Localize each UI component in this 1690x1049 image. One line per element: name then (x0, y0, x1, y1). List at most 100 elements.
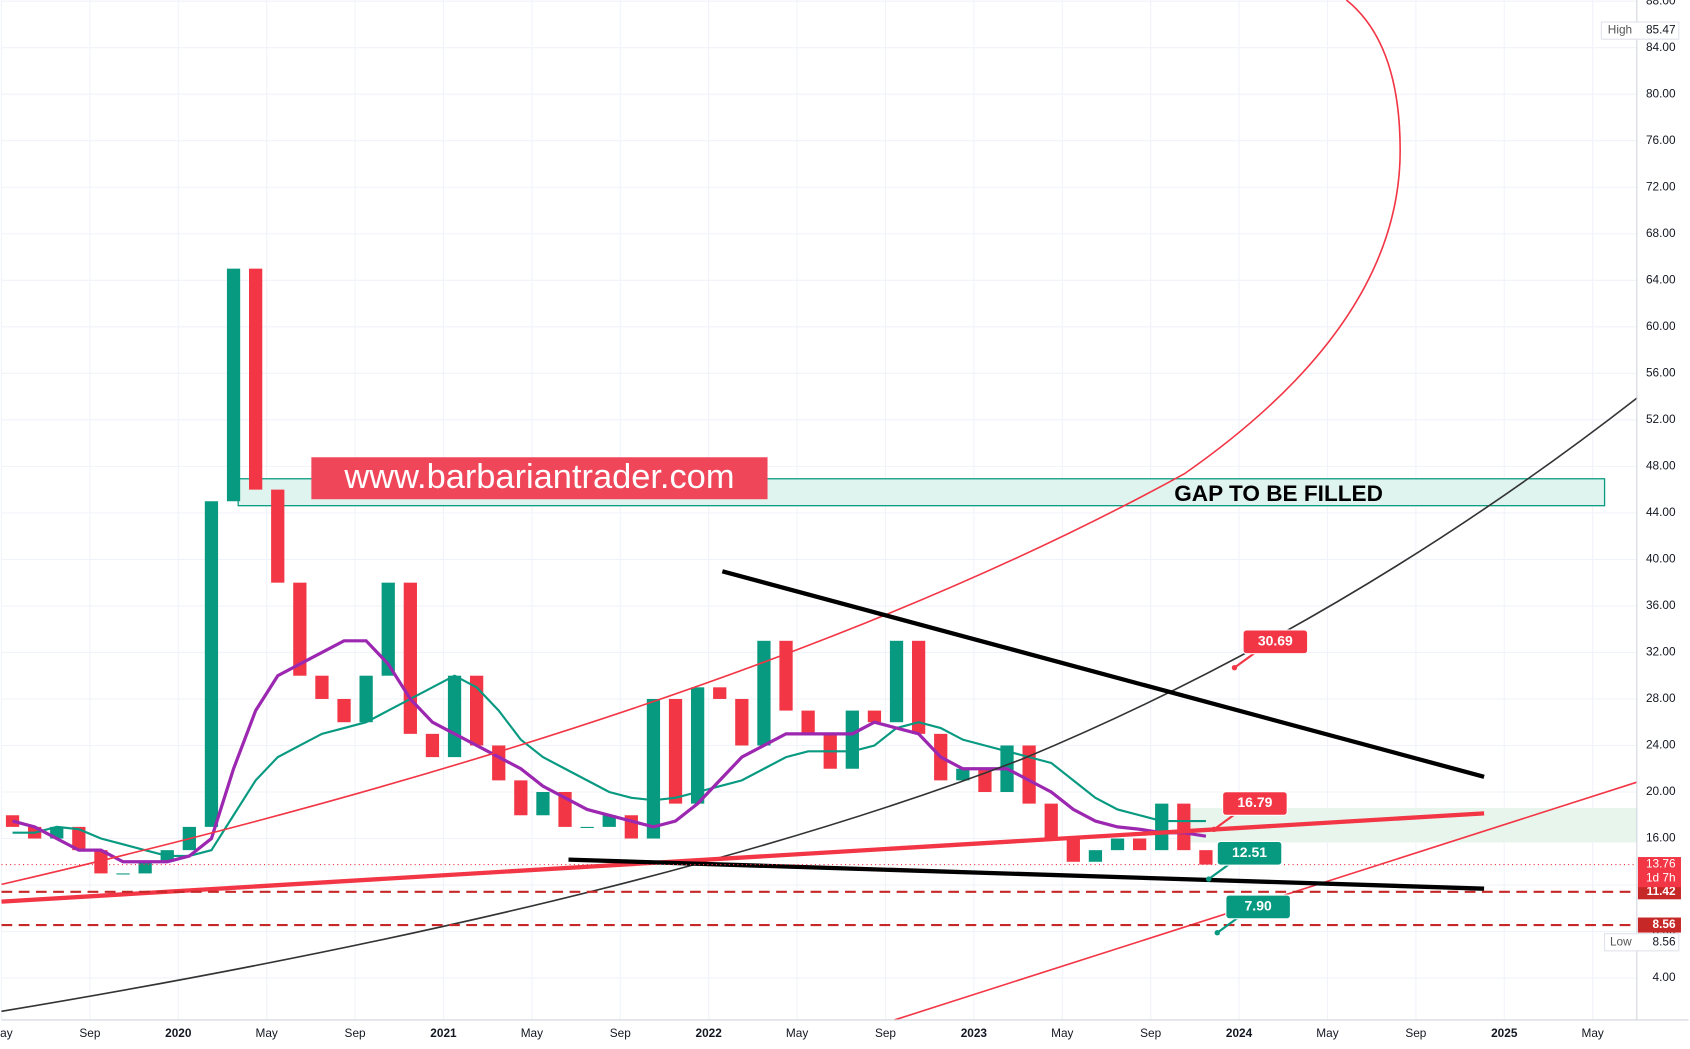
y-tick-label: 52.00 (1646, 412, 1676, 426)
candle-body (580, 826, 594, 828)
candle-body (1199, 850, 1213, 865)
candle-body (50, 826, 64, 839)
candle-body (602, 815, 616, 827)
y-tick-label: 80.00 (1646, 86, 1676, 100)
candle-body (226, 268, 241, 502)
level-tag-label: 8.56 (1653, 917, 1676, 931)
y-tick-label: 72.00 (1646, 179, 1676, 193)
callout-anchor (1205, 876, 1212, 882)
ma-slow (12, 674, 1206, 858)
x-tick-label: 2025 (1491, 1026, 1518, 1040)
x-tick-label: 2024 (1226, 1026, 1253, 1040)
y-tick-label: 20.00 (1646, 784, 1676, 798)
candle-body (94, 850, 108, 874)
candle-body (867, 710, 882, 723)
candle-body (249, 268, 263, 490)
candle-body (293, 582, 307, 676)
candle-body (713, 687, 727, 699)
callout-label: 12.51 (1232, 844, 1267, 860)
low-value: 8.56 (1653, 934, 1676, 948)
candle-body (1155, 803, 1169, 851)
callout-anchor (1211, 826, 1217, 833)
x-tick-label: Sep (79, 1026, 100, 1040)
y-tick-label: 44.00 (1646, 505, 1676, 519)
y-tick-label: 76.00 (1646, 133, 1676, 147)
ma-fast (12, 639, 1207, 864)
candle-body (204, 501, 219, 827)
candle-body (381, 582, 395, 676)
x-tick-label: Sep (875, 1026, 896, 1040)
candle-body (447, 675, 462, 758)
candles (5, 268, 1213, 875)
y-tick-label: 16.00 (1646, 831, 1676, 845)
candle-body (956, 768, 970, 781)
low-label: Low (1610, 934, 1632, 948)
y-tick-label: 24.00 (1646, 738, 1676, 752)
candle-body (1044, 803, 1058, 839)
candle-body (646, 698, 661, 839)
x-tick-label: Sep (1140, 1026, 1161, 1040)
x-tick-label: 2020 (165, 1026, 192, 1040)
x-tick-label: May (1051, 1026, 1073, 1040)
x-tick-label: May (1316, 1026, 1338, 1040)
watermark-box (311, 457, 768, 500)
y-tick-label: 36.00 (1646, 598, 1676, 612)
candle-body (1022, 745, 1036, 804)
candle-body (1177, 803, 1191, 851)
x-tick-label: May (1581, 1026, 1603, 1040)
candle-body (72, 826, 86, 851)
y-tick-label: 56.00 (1646, 365, 1676, 379)
x-tick-label: Sep (610, 1026, 631, 1040)
y-tick-label: 64.00 (1646, 272, 1676, 286)
level-tag (1637, 917, 1681, 933)
candle-body (359, 675, 373, 723)
red-curve (1, 0, 1401, 886)
y-tick-label: 48.00 (1646, 458, 1676, 472)
candle-body (470, 675, 484, 746)
candle-body (1088, 850, 1103, 862)
candle-body (779, 640, 793, 711)
x-tick-label: May (0, 1026, 13, 1040)
y-tick-label: 4.00 (1653, 970, 1676, 984)
candle-body (757, 640, 771, 746)
level-tag-label: 11.42 (1647, 884, 1676, 898)
candle-body (337, 698, 351, 723)
black-curve (1, 397, 1638, 1013)
callout-label: 7.90 (1245, 898, 1272, 914)
callout-label: 30.69 (1258, 633, 1293, 649)
callout-label: 16.79 (1237, 794, 1272, 810)
x-tick-label: 2021 (430, 1026, 457, 1040)
x-tick-label: May (786, 1026, 808, 1040)
candle-body (1066, 838, 1080, 862)
callout-box (1222, 791, 1288, 816)
candle-body (403, 582, 417, 734)
low-tag (1604, 933, 1680, 952)
candle-body (116, 873, 130, 875)
x-tick-label: Sep (1405, 1026, 1426, 1040)
candle-body (1132, 838, 1147, 851)
high-tag (1600, 21, 1680, 40)
y-tick-label: 88.00 (1646, 0, 1676, 7)
y-tick-label: 60.00 (1646, 319, 1676, 333)
candle-body (845, 710, 859, 769)
candle-body (911, 640, 926, 734)
y-tick-label: 68.00 (1646, 226, 1676, 240)
callout-box (1216, 840, 1283, 866)
y-tick-label: 32.00 (1646, 645, 1676, 659)
y-tick-label: 40.00 (1646, 552, 1676, 566)
callout-box (1225, 894, 1291, 920)
candle-body (691, 687, 705, 804)
candle-body (668, 698, 683, 804)
candle-body (801, 710, 815, 734)
callout-anchor (1214, 930, 1220, 936)
candle-body (735, 698, 749, 746)
candle-body (514, 780, 528, 816)
last-price-tag (1637, 857, 1681, 888)
y-tick-label: 28.00 (1646, 691, 1676, 705)
red-trendline (1, 811, 1485, 904)
level-tag (1637, 884, 1681, 900)
candle-body (536, 792, 550, 816)
